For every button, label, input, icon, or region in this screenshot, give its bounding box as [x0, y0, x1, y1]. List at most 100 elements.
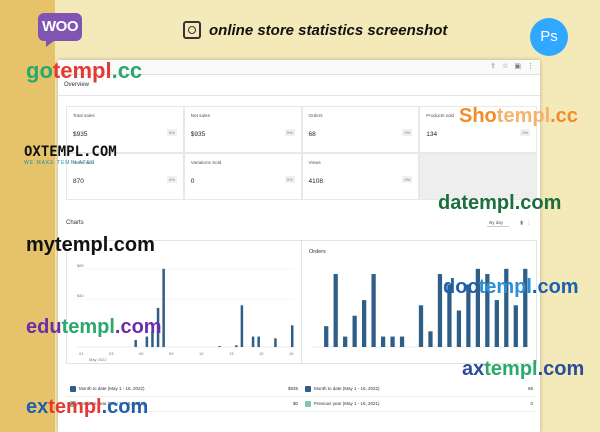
- legend-value: 0: [530, 401, 533, 406]
- x-tick-label: 13: [229, 351, 234, 356]
- chart-bar[interactable]: [333, 274, 338, 347]
- stat-value: 870: [73, 178, 84, 185]
- chart-bar[interactable]: [235, 345, 238, 347]
- stat-tile[interactable]: Total sales $935 0%: [66, 106, 184, 153]
- screenshot-window: ⇪ ☆ ▣ ⋮ Overview Total sales $935 0% Net sa…: [58, 60, 540, 432]
- chart-bar[interactable]: [151, 331, 154, 347]
- chart-bar[interactable]: [290, 325, 294, 347]
- header-title-group: online store statistics screenshot: [183, 18, 447, 42]
- extension-icon[interactable]: ▣: [514, 63, 521, 70]
- overview-header: Overview: [58, 75, 540, 96]
- legend-checkbox[interactable]: [70, 386, 76, 392]
- left-color-band: [0, 0, 55, 432]
- chart-bar[interactable]: [523, 268, 528, 347]
- chart-bar[interactable]: [399, 336, 405, 347]
- legend-label: Month to date (May 1 - 16, 2022): [79, 386, 145, 391]
- chart-bar[interactable]: [390, 336, 395, 347]
- stat-label: Items sold: [73, 160, 94, 165]
- chart-bar[interactable]: [466, 284, 471, 347]
- photoshop-badge: Ps: [530, 18, 568, 56]
- legend-row[interactable]: Month to date (May 1 - 16, 2022) 68: [301, 382, 537, 397]
- stats-grid: Total sales $935 0% Net sales $935 0% Orders 68…: [66, 106, 537, 200]
- menu-icon[interactable]: ⋮: [527, 63, 534, 70]
- orders-chart-panel: Orders: [301, 240, 537, 364]
- net-sales-chart-panel: $80 $40 01 03 06 09 12 13 15 16 May 2022: [66, 240, 302, 364]
- x-tick-label: 09: [169, 351, 174, 356]
- legend-checkbox[interactable]: [70, 401, 76, 407]
- stat-label: Total sales: [73, 113, 95, 118]
- stat-tile[interactable]: Variations Sold 0 0%: [183, 153, 302, 200]
- chart-bar[interactable]: [251, 336, 255, 347]
- more-icon[interactable]: ⋮: [526, 220, 531, 226]
- stat-tile[interactable]: Views 4108 0%: [301, 153, 420, 200]
- legend-row[interactable]: Previous year (May 1 - 16, 2021) $0: [66, 397, 302, 412]
- stat-delta-badge: 0%: [402, 129, 413, 136]
- chart-bar[interactable]: [418, 305, 424, 347]
- chart-bar[interactable]: [352, 315, 357, 347]
- stat-delta-badge: 0%: [520, 129, 530, 136]
- chart-bar[interactable]: [456, 310, 462, 347]
- watermark-doctempl: doctempl.com: [443, 276, 579, 298]
- chart-bar[interactable]: [428, 331, 433, 347]
- stat-value: 68: [308, 131, 316, 138]
- browser-toolbar: ⇪ ☆ ▣ ⋮: [58, 60, 540, 75]
- watermark-axtempl: axtempl.com: [462, 358, 585, 380]
- chart-bar[interactable]: [361, 300, 367, 347]
- chart-bar[interactable]: [513, 305, 518, 347]
- net-sales-legend: Month to date (May 1 - 16, 2022) $935 Prev…: [66, 382, 302, 412]
- legend-label: Month to date (May 1 - 16, 2022): [314, 386, 380, 391]
- legend-value: 68: [527, 386, 533, 391]
- legend-label: Previous year (May 1 - 16, 2021): [79, 401, 145, 406]
- chart-bar[interactable]: [324, 326, 329, 347]
- stat-delta-badge: 0%: [284, 176, 295, 183]
- chart-bar[interactable]: [380, 336, 386, 347]
- orders-chart-title: Orders: [309, 249, 326, 255]
- stat-tile-empty: [419, 153, 537, 200]
- chart-bar[interactable]: [145, 336, 149, 347]
- stat-label: Views: [308, 160, 321, 165]
- chart-bar[interactable]: [371, 274, 376, 347]
- browser-icons: ⇪ ☆ ▣ ⋮: [490, 62, 534, 70]
- chart-bar[interactable]: [447, 284, 452, 347]
- chart-bar[interactable]: [257, 336, 260, 347]
- chart-bar[interactable]: [218, 346, 221, 347]
- stat-label: Variations Sold: [190, 160, 222, 165]
- chart-bar[interactable]: [274, 338, 277, 347]
- watermark-mytempl: mytempl.com: [26, 234, 155, 256]
- chart-bar[interactable]: [485, 274, 490, 347]
- share-icon[interactable]: ⇪: [490, 63, 497, 70]
- bar-chart-icon[interactable]: ▮: [520, 220, 523, 226]
- chart-bar[interactable]: [504, 268, 509, 347]
- y-tick-label: $40: [77, 293, 84, 298]
- x-tick-label: 12: [199, 351, 204, 356]
- stat-delta-badge: 0%: [166, 129, 177, 136]
- legend-row[interactable]: Month to date (May 1 - 16, 2022) $935: [66, 382, 302, 397]
- watermark-edutempl: edutempl.com: [26, 316, 162, 338]
- legend-checkbox[interactable]: [305, 401, 311, 407]
- chart-bar[interactable]: [134, 340, 137, 347]
- stat-tile[interactable]: Items sold 870 0%: [66, 153, 184, 200]
- legend-row[interactable]: Previous year (May 1 - 16, 2021) 0: [301, 397, 537, 412]
- chart-bar[interactable]: [437, 274, 443, 347]
- stat-value: $935: [190, 131, 206, 138]
- chart-bar[interactable]: [162, 268, 165, 347]
- screenshot-icon: [183, 21, 201, 39]
- watermark-datempl: datempl.com: [438, 192, 562, 214]
- chart-bar[interactable]: [475, 268, 481, 347]
- x-tick-label: 01: [79, 351, 84, 356]
- star-icon[interactable]: ☆: [502, 63, 509, 70]
- stat-tile[interactable]: Products sold 134 0%: [419, 106, 537, 153]
- watermark-oxtempl: OXTEMPL.COM WE MAKE TEMPLATES: [24, 144, 117, 166]
- stat-tile[interactable]: Orders 68 0%: [301, 106, 420, 153]
- x-tick-label: 06: [139, 351, 144, 356]
- legend-value: $0: [292, 401, 298, 406]
- chart-bar[interactable]: [494, 300, 499, 347]
- interval-select[interactable]: By day: [487, 220, 509, 227]
- stat-delta-badge: 0%: [166, 176, 177, 183]
- stat-tile[interactable]: Net sales $935 0%: [183, 106, 302, 153]
- chart-bar[interactable]: [343, 336, 348, 347]
- legend-checkbox[interactable]: [305, 386, 311, 392]
- chart-bar[interactable]: [156, 307, 160, 347]
- chart-view-toggles: ▮ ⋮: [520, 220, 531, 226]
- chart-bar[interactable]: [240, 305, 244, 347]
